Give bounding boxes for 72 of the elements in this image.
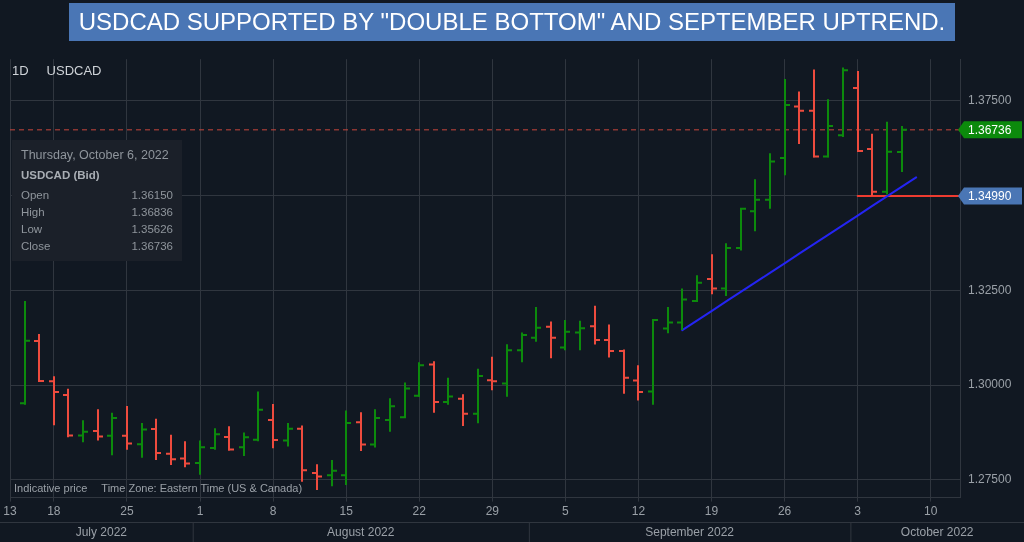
x-tick-label: 8 — [269, 504, 277, 519]
x-tick-label: 3 — [854, 504, 862, 519]
ref-line-label: 1.36736 — [968, 122, 1012, 137]
x-tick-label: 12 — [631, 504, 646, 519]
candlestick — [546, 320, 556, 360]
candlestick — [575, 319, 585, 352]
candlestick — [487, 355, 497, 392]
candlestick — [166, 433, 176, 467]
candlestick — [663, 306, 673, 335]
x-tick-label: 1 — [196, 504, 204, 519]
candlestick — [224, 425, 234, 452]
text: October 2022 — [900, 525, 974, 540]
annotation: Indicative price — [14, 481, 88, 494]
annotation: High — [21, 205, 45, 220]
candlestick — [604, 323, 614, 359]
candlestick — [49, 375, 59, 427]
candlestick — [239, 431, 249, 457]
candlestick — [180, 440, 190, 469]
annotation: Open — [21, 188, 50, 203]
candlestick — [443, 376, 453, 406]
annotation: 1.36736 — [131, 239, 173, 254]
y-tick-label: 1.37500 — [968, 93, 1012, 108]
candlestick — [531, 306, 541, 343]
candlestick — [385, 397, 395, 433]
annotation: Low — [21, 222, 43, 237]
x-tick-label: 26 — [777, 504, 792, 519]
annotation: 1.36836 — [131, 205, 173, 220]
x-tick-label: 10 — [924, 504, 938, 519]
annotation: Close — [21, 239, 51, 254]
candlestick — [93, 408, 103, 442]
x-tick-label: 15 — [339, 504, 354, 519]
annotation: USDCAD (Bid) — [21, 168, 101, 183]
candlestick — [560, 318, 570, 352]
candlestick — [633, 364, 643, 402]
annotation: Thursday, October 6, 2022 — [21, 147, 170, 164]
text: August 2022 — [327, 525, 395, 540]
y-tick-label: 1.27500 — [968, 472, 1012, 487]
annotation: Time Zone: Eastern Time (US & Canada) — [101, 481, 303, 494]
annotation: USDCAD — [46, 63, 102, 79]
candlestick — [517, 331, 527, 364]
candlestick — [78, 419, 88, 444]
candlestick — [107, 411, 117, 457]
candlestick — [312, 463, 322, 492]
candlestick — [750, 178, 760, 233]
candlestick — [137, 421, 147, 459]
candlestick — [692, 274, 702, 304]
x-tick-label: 25 — [120, 504, 134, 519]
candlestick — [794, 90, 804, 146]
candlestick — [210, 427, 220, 451]
chart-title: USDCAD SUPPORTED BY "DOUBLE BOTTOM" AND SEPTEMBER UPTREND. — [68, 3, 956, 41]
candlestick — [458, 393, 468, 427]
x-tick-label: 5 — [562, 504, 570, 519]
candlestick — [195, 439, 205, 476]
annotation: 1.36150 — [131, 188, 173, 203]
y-tick-label: 1.30000 — [968, 377, 1012, 392]
y-tick-label: 1.32500 — [968, 282, 1012, 297]
x-tick-label: 29 — [485, 504, 500, 519]
x-tick-label: 22 — [412, 504, 427, 519]
text: July 2022 — [75, 525, 128, 540]
x-tick-label: 18 — [47, 504, 61, 519]
x-tick-label: 19 — [704, 504, 719, 519]
candlestick — [707, 253, 717, 296]
candlestick — [122, 404, 132, 451]
annotation: 1D — [12, 63, 29, 79]
x-tick-label: 13 — [3, 504, 17, 519]
data-label: 1.34990 — [968, 188, 1012, 203]
annotation: 1.35626 — [131, 222, 173, 237]
candlestick — [283, 421, 293, 448]
text: September 2022 — [645, 525, 735, 540]
candlestick — [268, 403, 278, 450]
candlestick — [590, 304, 600, 346]
candlestick — [327, 459, 337, 488]
